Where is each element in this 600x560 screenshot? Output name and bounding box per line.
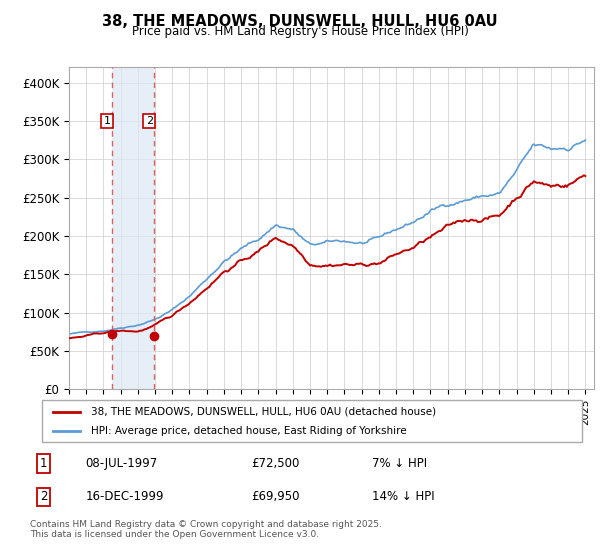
Text: 14% ↓ HPI: 14% ↓ HPI (372, 491, 435, 503)
Text: £72,500: £72,500 (251, 457, 299, 470)
Text: 08-JUL-1997: 08-JUL-1997 (85, 457, 157, 470)
Bar (112, 67, 154, 389)
Text: Contains HM Land Registry data © Crown copyright and database right 2025.
This d: Contains HM Land Registry data © Crown c… (30, 520, 382, 539)
Text: Price paid vs. HM Land Registry's House Price Index (HPI): Price paid vs. HM Land Registry's House … (131, 25, 469, 38)
Text: 38, THE MEADOWS, DUNSWELL, HULL, HU6 0AU: 38, THE MEADOWS, DUNSWELL, HULL, HU6 0AU (102, 14, 498, 29)
Text: 1: 1 (104, 116, 111, 126)
Text: HPI: Average price, detached house, East Riding of Yorkshire: HPI: Average price, detached house, East… (91, 426, 406, 436)
Text: 2: 2 (146, 116, 153, 126)
Text: 7% ↓ HPI: 7% ↓ HPI (372, 457, 427, 470)
Text: 1: 1 (40, 457, 47, 470)
Text: 16-DEC-1999: 16-DEC-1999 (85, 491, 164, 503)
Text: 38, THE MEADOWS, DUNSWELL, HULL, HU6 0AU (detached house): 38, THE MEADOWS, DUNSWELL, HULL, HU6 0AU… (91, 407, 436, 417)
Text: £69,950: £69,950 (251, 491, 299, 503)
Text: 2: 2 (40, 491, 47, 503)
